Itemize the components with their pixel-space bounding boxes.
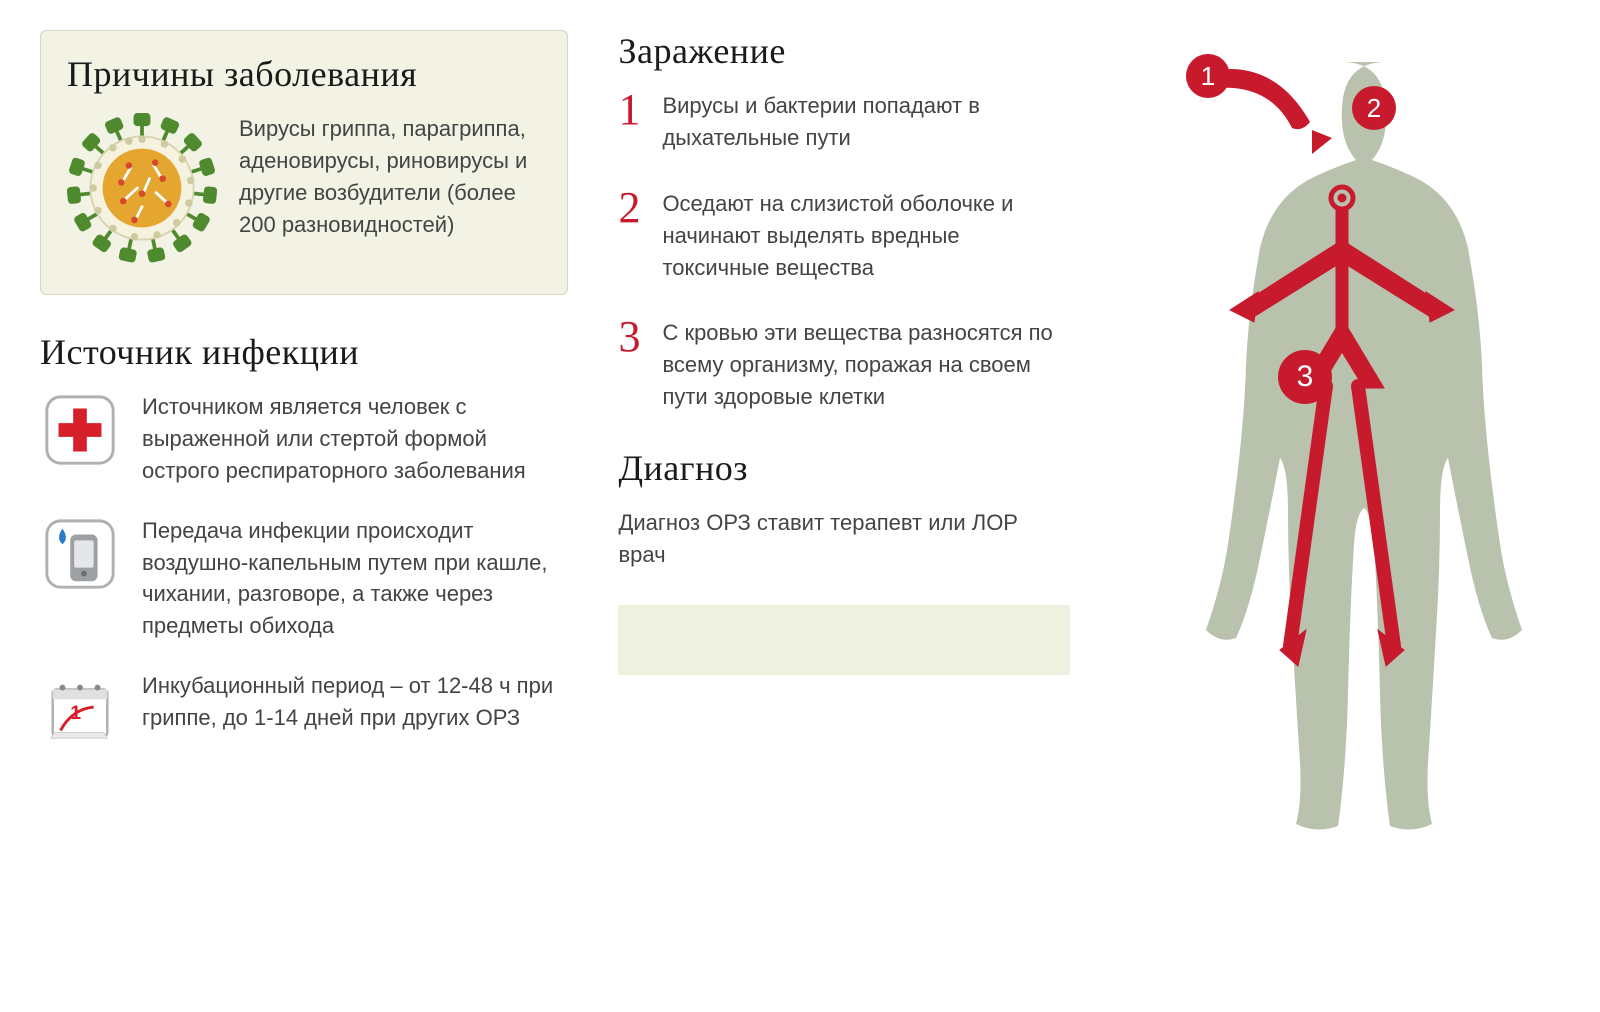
svg-text:1: 1 [70,702,81,724]
body-diagram: 1 2 3 [1120,30,1560,935]
source-item-text: Передача инфекции происходит воздушно-ка… [142,515,568,643]
medical-cross-icon [40,391,120,469]
main-layout: Причины заболевания [40,30,1560,935]
step-text: С кровью эти вещества разносятся по всем… [662,317,1070,413]
middle-column: Заражение 1 Вирусы и бактерии попадают в… [618,30,1070,935]
infection-list: 1 Вирусы и бактерии попадают в дыхательн… [618,90,1070,413]
step-text: Вирусы и бактерии попадают в дыхательные… [662,90,1070,154]
source-item-text: Инкубационный период – от 12-48 ч при гр… [142,670,568,734]
calendar-icon: 1 [40,670,120,748]
body-badge-3: 3 [1278,350,1332,404]
source-item: 1 Инкубационный период – от 12-48 ч при … [40,670,568,748]
step-number: 2 [618,188,648,284]
diagnosis-title: Диагноз [618,447,1070,489]
phone-droplet-icon [40,515,120,593]
source-item: Передача инфекции происходит воздушно-ка… [40,515,568,643]
diagnosis-section: Диагноз Диагноз ОРЗ ставит терапевт или … [618,447,1070,675]
causes-title: Причины заболевания [67,53,541,95]
diagnosis-lower-panel [618,605,1070,675]
causes-box: Причины заболевания [40,30,568,295]
body-badge-2: 2 [1352,86,1396,130]
step-text: Оседают на слизистой оболочке и начинают… [662,188,1070,284]
left-column: Причины заболевания [40,30,568,935]
source-list: Источником является человек с выраженной… [40,391,568,748]
step-number: 1 [618,90,648,154]
infection-step: 1 Вирусы и бактерии попадают в дыхательн… [618,90,1070,154]
infection-step: 3 С кровью эти вещества разносятся по вс… [618,317,1070,413]
infection-title: Заражение [618,30,1070,72]
source-title: Источник инфекции [40,331,568,373]
diagnosis-text: Диагноз ОРЗ ставит терапевт или ЛОР врач [618,507,1070,571]
body-badge-1: 1 [1186,54,1230,98]
source-item: Источником является человек с выраженной… [40,391,568,487]
infection-step: 2 Оседают на слизистой оболочке и начина… [618,188,1070,284]
step-number: 3 [618,317,648,413]
causes-text: Вирусы гриппа, парагриппа, аденови­русы,… [239,113,541,241]
virus-icon [67,113,217,268]
source-item-text: Источником является человек с выраженной… [142,391,568,487]
